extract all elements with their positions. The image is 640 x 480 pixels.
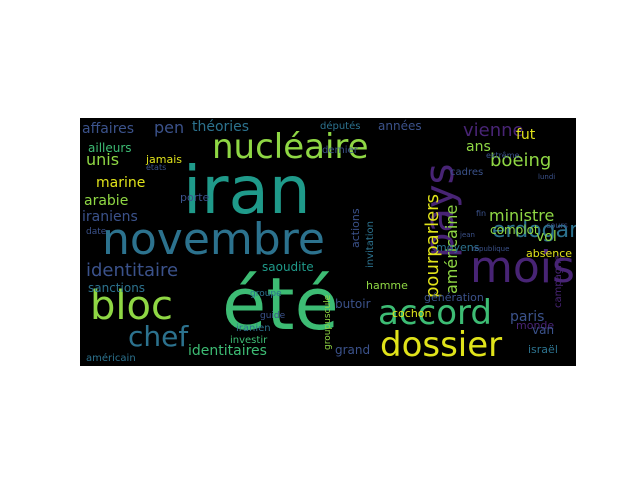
cloud-word: invitation: [365, 220, 376, 268]
cloud-word: porte: [180, 191, 210, 204]
cloud-word: république: [472, 245, 510, 253]
word-cloud: iran été novembre mois pays nucléaire bl…: [80, 118, 576, 366]
cloud-word: monde: [516, 319, 555, 332]
cloud-word: fin: [476, 209, 487, 218]
cloud-word: date: [86, 227, 107, 237]
cloud-word: ailleurs: [88, 141, 132, 155]
cloud-word: cadres: [450, 167, 484, 178]
cloud-word: vol: [536, 229, 557, 245]
cloud-word: actions: [349, 208, 362, 248]
cloud-word: absence: [526, 247, 573, 260]
cloud-word: chef: [128, 320, 189, 353]
cloud-word: été: [222, 262, 339, 346]
cloud-word: fut: [516, 127, 536, 143]
cloud-word: groupuscule: [323, 294, 333, 350]
cloud-word: iraniens: [82, 209, 138, 225]
cloud-word: nucléaire: [212, 127, 369, 167]
cloud-word: identitaire: [86, 260, 179, 281]
cloud-word: cours: [546, 221, 568, 230]
cloud-word: novembre: [102, 214, 325, 265]
cloud-word: vienne: [463, 120, 524, 141]
cloud-word: butoir: [335, 297, 371, 311]
cloud-word: mois: [470, 242, 575, 293]
cloud-word: états: [146, 163, 167, 172]
cloud-word: dernier: [322, 145, 358, 156]
cloud-word: iranien: [236, 323, 271, 334]
cloud-word: génération: [424, 291, 484, 304]
cloud-word: affaires: [82, 121, 135, 137]
cloud-word: jamais: [146, 153, 183, 166]
cloud-word: sanctions: [88, 281, 146, 295]
cloud-word: campagne: [553, 255, 564, 308]
cloud-word: israël: [528, 343, 558, 356]
cloud-word: identitaires: [188, 343, 267, 359]
cloud-word: ans: [466, 139, 491, 155]
cloud-word: grand: [335, 343, 371, 357]
cloud-word: moyens: [436, 241, 480, 254]
cloud-word: investir: [230, 335, 268, 346]
cloud-word: années: [378, 119, 422, 133]
cloud-word: extrême: [486, 151, 520, 160]
cloud-word: théories: [192, 119, 250, 135]
cloud-word: jean: [460, 231, 475, 239]
cloud-word: américain: [86, 353, 136, 364]
cloud-word: députés: [320, 121, 361, 132]
cloud-word: ministre: [489, 206, 555, 225]
cloud-word: paris: [510, 309, 545, 325]
cloud-word: pen: [154, 118, 185, 137]
cloud-word: boeing: [490, 150, 552, 171]
cloud-word: bloc: [90, 283, 173, 329]
cloud-word: groupe: [250, 289, 282, 299]
cloud-word: unis: [86, 150, 120, 169]
cloud-word: lundi: [538, 173, 556, 181]
cloud-word: iran: [183, 152, 311, 229]
cloud-word: dossier: [380, 325, 503, 365]
cloud-word: hamme: [366, 279, 408, 292]
cloud-word: arabie: [84, 193, 129, 209]
cloud-word: van: [532, 323, 555, 337]
cloud-word: saoudite: [262, 260, 314, 274]
cloud-word: accord: [378, 293, 492, 333]
cloud-word: marine: [96, 175, 146, 191]
cloud-word: erdogan: [492, 218, 576, 243]
cloud-word: guide: [260, 311, 286, 321]
cloud-word: complot: [490, 223, 539, 237]
cloud-word: cochon: [392, 307, 432, 320]
